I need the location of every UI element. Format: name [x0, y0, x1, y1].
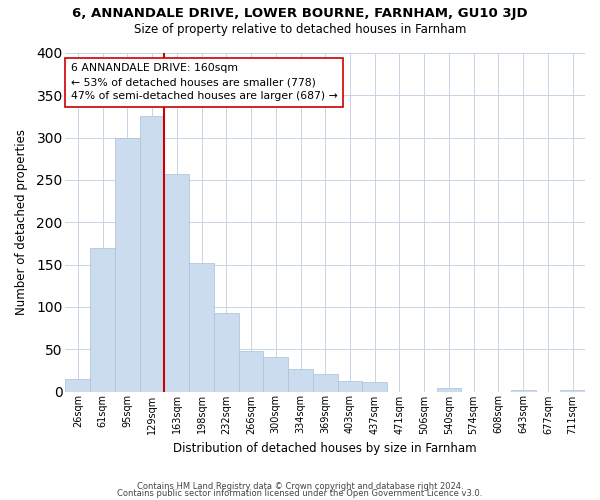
- Text: Contains HM Land Registry data © Crown copyright and database right 2024.: Contains HM Land Registry data © Crown c…: [137, 482, 463, 491]
- Text: Contains public sector information licensed under the Open Government Licence v3: Contains public sector information licen…: [118, 490, 482, 498]
- Bar: [263, 357, 288, 392]
- Bar: [560, 390, 585, 392]
- Bar: [511, 390, 536, 392]
- Bar: [65, 379, 90, 392]
- Text: 6 ANNANDALE DRIVE: 160sqm
← 53% of detached houses are smaller (778)
47% of semi: 6 ANNANDALE DRIVE: 160sqm ← 53% of detac…: [71, 63, 337, 101]
- Text: 6, ANNANDALE DRIVE, LOWER BOURNE, FARNHAM, GU10 3JD: 6, ANNANDALE DRIVE, LOWER BOURNE, FARNHA…: [72, 8, 528, 20]
- Bar: [164, 174, 189, 392]
- Bar: [437, 388, 461, 392]
- Bar: [115, 138, 140, 392]
- Bar: [214, 313, 239, 392]
- Bar: [140, 116, 164, 392]
- Bar: [313, 374, 338, 392]
- Bar: [189, 263, 214, 392]
- Bar: [288, 368, 313, 392]
- Bar: [338, 380, 362, 392]
- X-axis label: Distribution of detached houses by size in Farnham: Distribution of detached houses by size …: [173, 442, 477, 455]
- Text: Size of property relative to detached houses in Farnham: Size of property relative to detached ho…: [134, 22, 466, 36]
- Bar: [362, 382, 387, 392]
- Bar: [239, 351, 263, 392]
- Bar: [90, 248, 115, 392]
- Y-axis label: Number of detached properties: Number of detached properties: [15, 130, 28, 316]
